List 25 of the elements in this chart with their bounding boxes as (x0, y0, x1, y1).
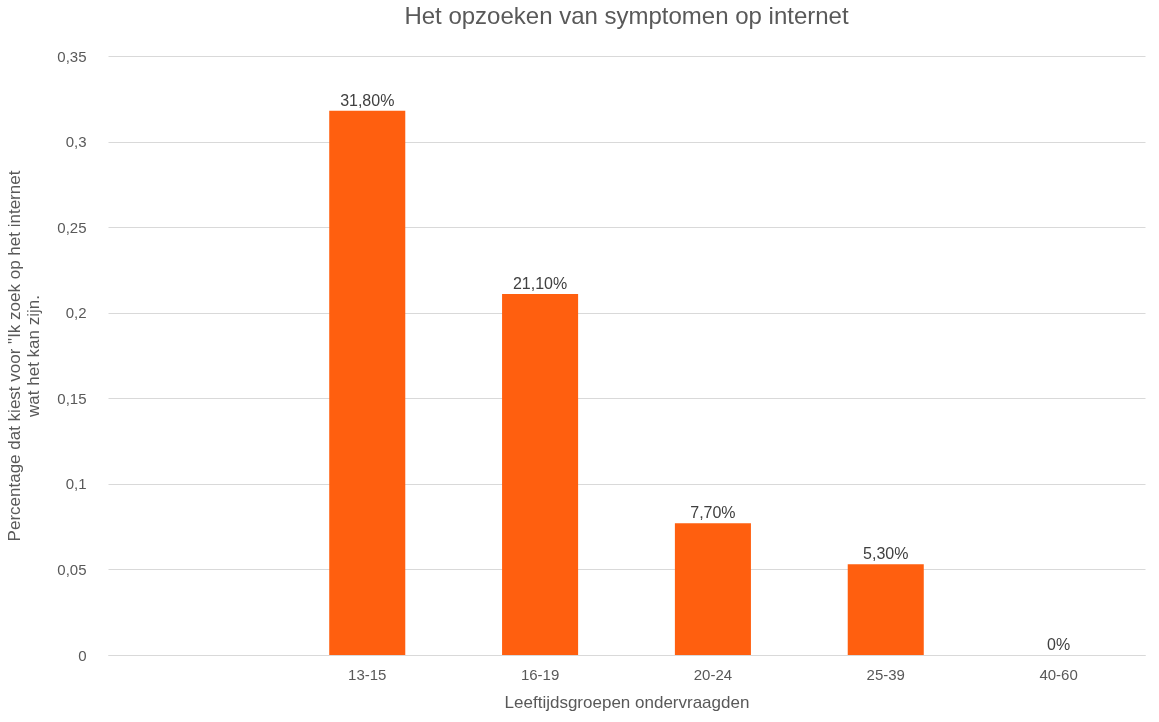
x-tick-label: 25-39 (866, 665, 905, 683)
chart-title: Het opzoeken van symptomen op internet (404, 2, 849, 29)
y-tick-label: 0,25 (57, 218, 87, 236)
x-tick-label: 20-24 (693, 665, 733, 683)
y-tick-label: 0,05 (57, 560, 87, 578)
bar (847, 564, 924, 655)
y-tick-label: 0,35 (57, 47, 87, 65)
bar (502, 293, 579, 655)
y-axis-title: Percentage dat kiest voor "Ik zoek op het internet wat het kan zijn. (5, 170, 44, 542)
bar (329, 110, 406, 655)
bar (674, 523, 751, 655)
y-tick-label: 0,3 (65, 133, 87, 151)
x-tick-label: 13-15 (348, 665, 387, 683)
y-tick-label: 0,2 (65, 304, 87, 322)
y-tick-label: 0,15 (57, 389, 87, 407)
data-label: 21,10% (512, 274, 568, 292)
data-label: 7,70% (690, 504, 736, 522)
x-tick-label: 16-19 (520, 665, 560, 683)
data-label: 0% (1047, 636, 1071, 653)
x-axis-title: Leeftijdsgroepen ondervraagden (504, 692, 750, 712)
data-label: 31,80% (340, 91, 395, 109)
y-tick-label: 0,1 (65, 475, 87, 493)
data-label: 5,30% (863, 545, 909, 563)
y-tick-label: 0 (78, 646, 87, 664)
x-tick-label: 40-60 (1039, 665, 1078, 683)
